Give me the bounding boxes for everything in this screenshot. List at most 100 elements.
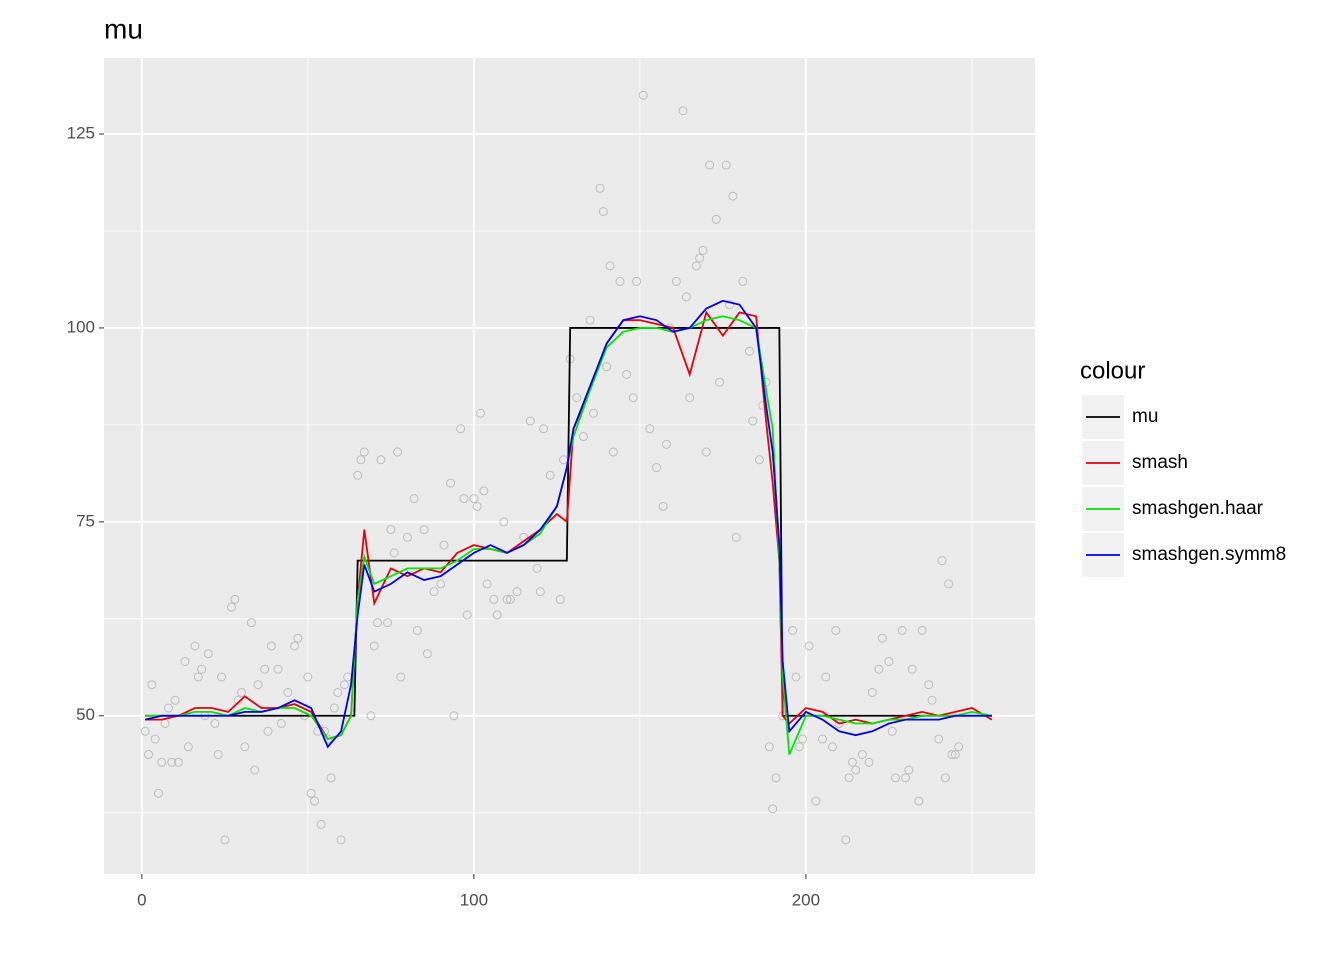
data-point: [638, 90, 648, 100]
data-point: [831, 625, 841, 635]
data-point: [173, 757, 183, 767]
data-point: [436, 579, 446, 589]
data-point: [502, 594, 512, 604]
data-point: [934, 734, 944, 744]
x-tick-label: 0: [137, 890, 146, 909]
data-point: [731, 532, 741, 542]
data-point: [602, 362, 612, 372]
data-point: [658, 501, 668, 511]
data-point: [901, 773, 911, 783]
data-point: [947, 750, 957, 760]
data-point: [754, 455, 764, 465]
data-point: [715, 377, 725, 387]
data-point: [512, 587, 522, 597]
data-point: [233, 695, 243, 705]
data-point: [864, 757, 874, 767]
data-point: [711, 214, 721, 224]
data-point: [539, 424, 549, 434]
series-line: [144, 299, 992, 749]
data-point: [140, 726, 150, 736]
data-point: [728, 191, 738, 201]
data-point: [396, 672, 406, 682]
data-point: [681, 292, 691, 302]
data-point: [924, 680, 934, 690]
data-point: [462, 610, 472, 620]
data-point: [376, 455, 386, 465]
data-point: [844, 773, 854, 783]
data-point: [950, 750, 960, 760]
data-point: [608, 447, 618, 457]
data-point: [738, 276, 748, 286]
data-point: [705, 160, 715, 170]
chart-title: mu: [104, 13, 143, 44]
data-point: [260, 664, 270, 674]
data-point: [203, 649, 213, 659]
data-point: [804, 641, 814, 651]
data-point: [695, 253, 705, 263]
data-point: [213, 750, 223, 760]
data-point: [841, 835, 851, 845]
data-point: [253, 680, 263, 690]
data-point: [359, 447, 369, 457]
data-point: [572, 393, 582, 403]
data-point: [419, 525, 429, 535]
data-point: [479, 486, 489, 496]
legend-label: smashgen.haar: [1132, 498, 1264, 519]
data-point: [326, 773, 336, 783]
legend-label: smash: [1132, 452, 1188, 473]
data-point: [744, 346, 754, 356]
data-point: [273, 664, 283, 674]
x-tick-label: 200: [792, 890, 820, 909]
data-point: [867, 687, 877, 697]
data-point: [632, 276, 642, 286]
data-point: [226, 602, 236, 612]
data-point: [651, 463, 661, 473]
data-point: [157, 757, 167, 767]
data-point: [884, 656, 894, 666]
data-point: [937, 556, 947, 566]
data-point: [429, 587, 439, 597]
data-point: [671, 276, 681, 286]
legend-label: mu: [1132, 406, 1158, 427]
data-point: [459, 494, 469, 504]
data-point: [369, 641, 379, 651]
x-tick-label: 100: [460, 890, 488, 909]
data-point: [170, 695, 180, 705]
data-point: [306, 788, 316, 798]
data-point: [236, 687, 246, 697]
legend-label: smashgen.symm8: [1132, 544, 1286, 565]
data-point: [230, 594, 240, 604]
data-point: [266, 641, 276, 651]
data-point: [333, 687, 343, 697]
data-point: [356, 455, 366, 465]
data-point: [897, 625, 907, 635]
data-point: [150, 734, 160, 744]
data-point: [183, 742, 193, 752]
data-point: [402, 532, 412, 542]
data-point: [366, 711, 376, 721]
data-point: [954, 742, 964, 752]
data-point: [153, 788, 163, 798]
data-point: [917, 625, 927, 635]
data-point: [685, 393, 695, 403]
data-point: [469, 494, 479, 504]
y-tick-label: 100: [67, 317, 95, 336]
data-point: [661, 439, 671, 449]
data-point: [764, 742, 774, 752]
data-point: [163, 703, 173, 713]
data-point: [472, 501, 482, 511]
data-point: [525, 416, 535, 426]
data-point: [316, 819, 326, 829]
data-point: [891, 773, 901, 783]
data-point: [492, 610, 502, 620]
data-point: [794, 742, 804, 752]
y-tick-label: 50: [76, 705, 95, 724]
data-point: [476, 408, 486, 418]
data-point: [246, 618, 256, 628]
data-point: [290, 641, 300, 651]
data-point: [535, 587, 545, 597]
data-point: [353, 470, 363, 480]
data-point: [210, 719, 220, 729]
data-point: [310, 796, 320, 806]
data-point: [449, 711, 459, 721]
